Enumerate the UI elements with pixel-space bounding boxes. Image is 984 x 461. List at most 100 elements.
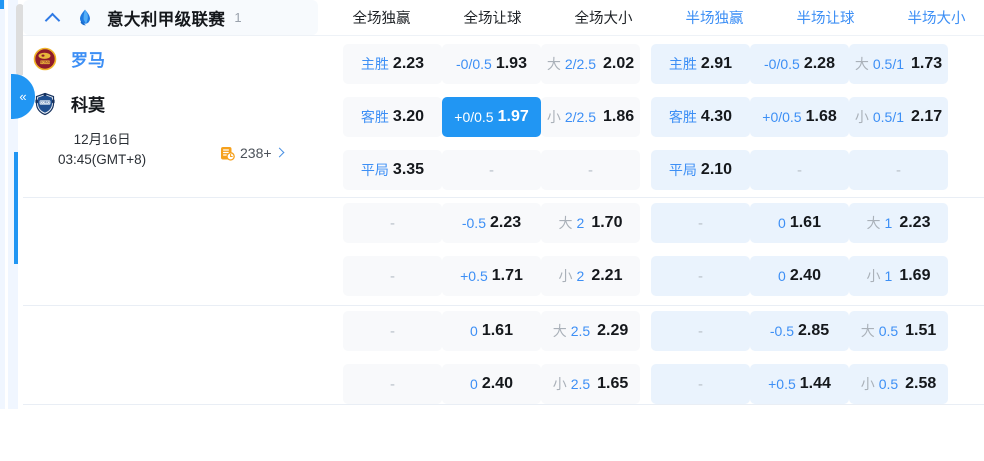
odds-handicap-label: 0.5 [878, 323, 899, 339]
odds-cell[interactable]: - [343, 364, 442, 404]
odds-cell[interactable]: - [343, 203, 442, 243]
odds-cell[interactable]: 客胜 4.30 [651, 97, 750, 137]
odds-cell[interactable]: +0.5 1.71 [442, 256, 541, 296]
column-header-4[interactable]: 半场独赢 [659, 0, 770, 35]
odds-cell[interactable]: 小 2 2.21 [541, 256, 640, 296]
column-header-2[interactable]: 全场让球 [437, 0, 548, 35]
column-header-6[interactable]: 半场大小 [881, 0, 984, 35]
odds-cell[interactable]: - [849, 150, 948, 190]
column-header-label: 全场让球 [463, 11, 522, 27]
odds-label: +0/0.5 [454, 109, 494, 125]
odds-cell[interactable]: 小 0.5 2.58 [849, 364, 948, 404]
odds-label: 大 [854, 56, 869, 72]
odds-value: 2.21 [591, 267, 623, 284]
odds-cell[interactable]: 小 2.5 1.65 [541, 364, 640, 404]
odds-empty-dash: - [390, 375, 395, 393]
odds-label: 小 [558, 268, 573, 284]
odds-block-3: - -0 1.61 0 2.40 大 2.5 2.29 小 2.5 1.65- - -0.5 2.85 +0… [318, 311, 984, 461]
odds-panel: 意大利甲级联赛 1 全场独赢 全场让球 全场大小 半场独赢 半场让球 半场大小 ROMA [23, 0, 984, 409]
odds-cell[interactable]: 0 1.61 [750, 203, 849, 243]
odds-value: 2.23 [489, 214, 522, 231]
odds-cell[interactable]: -0.5 2.23 [442, 203, 541, 243]
odds-cell[interactable]: 0 1.61 [442, 311, 541, 351]
odds-label: 小 [854, 109, 869, 125]
odds-cell[interactable]: 大 0.5 1.51 [849, 311, 948, 351]
odds-cell[interactable]: - [343, 311, 442, 351]
match-info: ROMA 罗马 COMO 科莫 [23, 36, 318, 174]
odds-cell[interactable]: 主胜 2.23 [343, 44, 442, 84]
odds-value: 1.97 [497, 108, 529, 125]
odds-handicap-label: 2 [576, 268, 585, 284]
odds-value: 1.51 [905, 322, 937, 339]
odds-handicap-label: 2.5 [570, 376, 591, 392]
odds-cell[interactable]: -0/0.5 1.93 [442, 44, 541, 84]
odds-label: 大 [546, 56, 561, 72]
odds-cell[interactable]: - [343, 256, 442, 296]
column-header-label: 全场独赢 [352, 11, 411, 27]
odds-label: 主胜 [668, 56, 697, 72]
odds-cell[interactable]: -0/0.5 2.28 [750, 44, 849, 84]
odds-cell[interactable]: 大 2/2.5 2.02 [541, 44, 640, 84]
odds-label: 小 [866, 268, 881, 284]
home-team-row[interactable]: ROMA 罗马 [23, 36, 318, 81]
odds-cell[interactable]: 0 2.40 [750, 256, 849, 296]
league-header[interactable]: 意大利甲级联赛 1 [23, 0, 318, 35]
odds-cell[interactable]: -0.5 2.85 [750, 311, 849, 351]
odds-cell[interactable]: - [651, 256, 750, 296]
odds-cell[interactable]: 小 1 1.69 [849, 256, 948, 296]
odds-empty-dash: - [390, 214, 395, 232]
odds-cell[interactable]: 大 2.5 2.29 [541, 311, 640, 351]
column-header-3[interactable]: 全场大小 [548, 0, 659, 35]
odds-cell[interactable]: 平局 3.35 [343, 150, 442, 190]
odds-cell[interactable]: - [442, 150, 541, 190]
column-header-1[interactable]: 全场独赢 [326, 0, 437, 35]
league-name: 意大利甲级联赛 [107, 10, 226, 29]
match-meta-row: 12月16日 03:45(GMT+8) 238+ [23, 126, 318, 174]
left-rail-white [5, 0, 8, 409]
odds-cell[interactable]: - [541, 150, 640, 190]
odds-empty-dash: - [390, 322, 395, 340]
odds-empty-dash: - [896, 161, 901, 179]
odds-cell[interactable]: +0/0.5 1.97 [442, 97, 541, 137]
odds-empty-dash: - [390, 267, 395, 285]
odds-cell[interactable]: - [651, 364, 750, 404]
odds-cell[interactable]: 主胜 2.91 [651, 44, 750, 84]
odds-label: 小 [860, 376, 875, 392]
odds-empty-dash: - [698, 322, 703, 340]
odds-cell[interactable]: +0/0.5 1.68 [750, 97, 849, 137]
odds-empty-dash: - [588, 161, 593, 179]
odds-label: 大 [558, 215, 573, 231]
odds-label: 平局 [668, 162, 697, 178]
odds-cell[interactable]: 大 0.5/1 1.73 [849, 44, 948, 84]
odds-cell[interactable]: 0 2.40 [442, 364, 541, 404]
odds-cell[interactable]: +0.5 1.44 [750, 364, 849, 404]
scrollbar-thumb[interactable] [16, 4, 24, 76]
left-rail-gap [18, 0, 23, 409]
match-stats-link[interactable]: 238+ [220, 145, 285, 161]
odds-empty-dash: - [698, 267, 703, 285]
odds-handicap-label: 2 [576, 215, 585, 231]
odds-cell[interactable]: 小 0.5/1 2.17 [849, 97, 948, 137]
odds-label: 小 [552, 376, 567, 392]
odds-label: +0.5 [460, 268, 488, 284]
left-edge-accent [0, 0, 4, 9]
odds-cell[interactable]: 大 2 1.70 [541, 203, 640, 243]
odds-cell[interactable]: - [651, 311, 750, 351]
odds-cell[interactable]: 小 2/2.5 1.86 [541, 97, 640, 137]
odds-value: 1.86 [603, 108, 635, 125]
chevron-up-icon[interactable] [45, 9, 62, 26]
odds-value: 2.40 [481, 375, 513, 392]
odds-label: 大 [866, 215, 881, 231]
odds-cell[interactable]: 客胜 3.20 [343, 97, 442, 137]
odds-block-1: 主胜 2.23 客胜 3.20 平局 3.35 -0/0.5 1.93 +0/0.5 1.97 - 大… [318, 44, 984, 194]
odds-cell[interactable]: 平局 2.10 [651, 150, 750, 190]
odds-value: 2.85 [797, 322, 830, 339]
vertical-scrollbar[interactable] [8, 0, 24, 409]
odds-cell[interactable]: - [651, 203, 750, 243]
odds-cell[interactable]: - [750, 150, 849, 190]
odds-value: 2.02 [603, 55, 635, 72]
away-team-row[interactable]: COMO 科莫 [23, 81, 318, 126]
odds-cell[interactable]: 大 1 2.23 [849, 203, 948, 243]
column-header-5[interactable]: 半场让球 [770, 0, 881, 35]
odds-label: 平局 [360, 162, 389, 178]
